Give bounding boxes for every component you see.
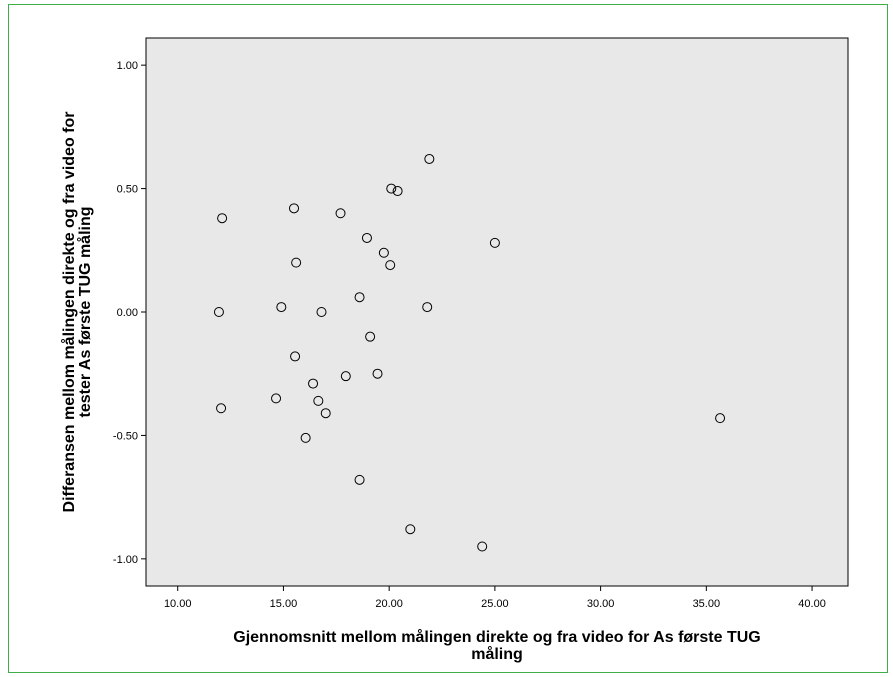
data-point xyxy=(217,213,228,224)
x-tick-label: 20.00 xyxy=(375,598,403,610)
data-point xyxy=(313,395,324,406)
data-point xyxy=(340,371,351,382)
data-point xyxy=(216,403,227,414)
data-point xyxy=(213,307,224,317)
y-tick-label: -0.50 xyxy=(113,430,138,442)
data-point xyxy=(365,331,376,342)
data-point xyxy=(289,203,300,214)
data-point xyxy=(489,237,500,248)
y-tick-label: -1.00 xyxy=(113,554,138,566)
chart-frame xyxy=(8,4,888,673)
data-points xyxy=(213,153,726,552)
data-point xyxy=(316,307,327,317)
y-axis: 1.00 0.50 0.00 -0.50 -1.00 xyxy=(113,60,146,566)
x-tick-label: 25.00 xyxy=(481,598,509,610)
x-axis-title-line-2: måling xyxy=(471,645,523,663)
y-tick-label: 0.00 xyxy=(117,307,138,319)
x-tick-label: 35.00 xyxy=(693,598,721,610)
y-tick-label: 0.50 xyxy=(117,184,138,196)
data-point xyxy=(385,260,396,271)
y-axis-title-line-2: tester As første TUG måling xyxy=(76,206,94,417)
x-tick-label: 40.00 xyxy=(798,598,826,610)
plot-area xyxy=(145,37,849,587)
y-axis-title-line-1: Differansen mellom målingen direkte og f… xyxy=(60,112,78,513)
x-tick-label: 15.00 xyxy=(270,598,298,610)
data-point xyxy=(335,208,346,219)
data-point xyxy=(271,393,282,404)
data-point xyxy=(372,368,383,379)
x-axis-title-line-1: Gjennomsnitt mellom målingen direkte og … xyxy=(233,628,760,646)
y-tick-label: 1.00 xyxy=(117,60,138,72)
data-point xyxy=(354,474,365,485)
data-point xyxy=(424,153,435,164)
data-point xyxy=(354,292,365,303)
data-point xyxy=(300,432,311,443)
data-point xyxy=(392,186,403,197)
data-point xyxy=(386,183,397,194)
data-point xyxy=(361,232,372,243)
data-point xyxy=(405,524,416,535)
data-point xyxy=(291,257,302,268)
data-point xyxy=(715,413,726,424)
x-axis: 10.00 15.00 20.00 25.00 30.00 35.00 40.00 xyxy=(164,586,826,610)
data-point xyxy=(320,408,331,419)
data-point xyxy=(378,247,389,258)
x-tick-label: 10.00 xyxy=(164,598,192,610)
data-point xyxy=(422,302,433,313)
data-point xyxy=(477,541,488,552)
data-point xyxy=(290,351,301,362)
data-point xyxy=(276,302,287,313)
data-point xyxy=(308,378,319,389)
x-tick-label: 30.00 xyxy=(587,598,615,610)
